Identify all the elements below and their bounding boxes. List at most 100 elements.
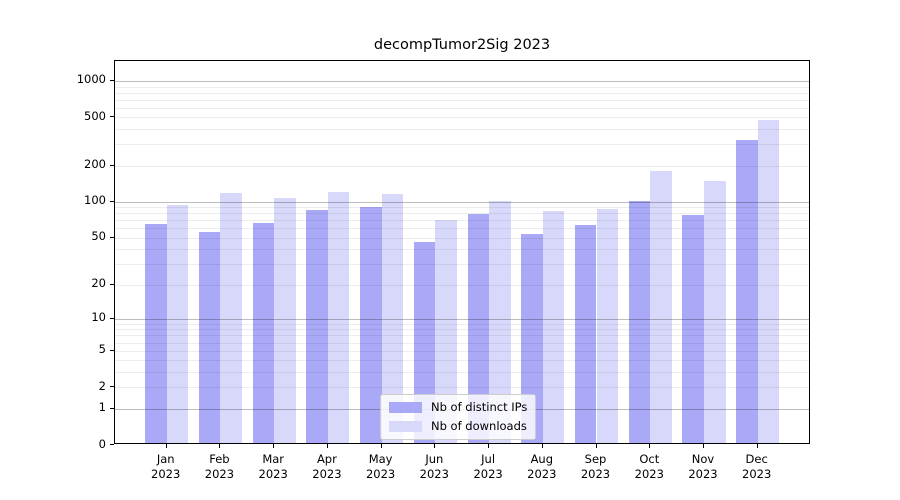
bar-distinct-ips-jan xyxy=(145,224,167,443)
x-tick-mark xyxy=(273,444,275,448)
legend: Nb of distinct IPs Nb of downloads xyxy=(380,394,537,440)
x-tick-label: Jan 2023 xyxy=(151,452,181,481)
y-tick-mark xyxy=(110,386,114,388)
y-tick-label: 5 xyxy=(98,342,106,357)
gridline-minor xyxy=(115,284,809,286)
x-tick-mark xyxy=(488,444,490,448)
gridline-minor xyxy=(115,249,809,251)
y-tick-label: 500 xyxy=(84,108,106,123)
gridline-minor xyxy=(115,350,809,352)
x-tick-mark xyxy=(703,444,704,448)
x-tick-label: Mar 2023 xyxy=(258,452,288,481)
y-tick-label: 1 xyxy=(98,400,106,414)
bar-downloads-sep xyxy=(596,208,619,443)
gridline-major xyxy=(115,201,809,203)
x-tick-label: Aug 2023 xyxy=(527,452,557,481)
gridline-major xyxy=(115,318,809,320)
bar-distinct-ips-oct xyxy=(628,201,651,443)
x-tick-mark xyxy=(756,444,758,448)
y-tick-label: 200 xyxy=(84,157,106,171)
x-tick-label: Sep 2023 xyxy=(580,452,611,481)
y-tick-mark xyxy=(110,200,114,202)
gridline-minor xyxy=(115,107,809,109)
bar-downloads-mar xyxy=(274,198,296,443)
x-tick-mark xyxy=(165,444,167,448)
bar-downloads-nov xyxy=(704,181,726,443)
gridline-minor xyxy=(115,92,809,94)
x-tick-label: Oct 2023 xyxy=(634,452,664,481)
gridline-minor xyxy=(115,117,809,119)
bar-distinct-ips-nov xyxy=(682,214,704,443)
chart-title: decompTumor2Sig 2023 xyxy=(373,37,551,53)
y-tick-label: 1000 xyxy=(76,72,106,87)
y-tick-mark xyxy=(110,283,114,285)
gridline-minor xyxy=(115,371,809,373)
x-tick-label: Apr 2023 xyxy=(312,452,342,481)
x-tick-mark xyxy=(541,444,543,448)
x-tick-mark xyxy=(326,444,328,448)
legend-item-downloads: Nb of downloads xyxy=(389,420,527,433)
bar-distinct-ips-apr xyxy=(306,210,328,443)
bar-downloads-jun xyxy=(435,220,457,443)
x-tick-mark xyxy=(219,444,221,448)
gridline-minor xyxy=(115,360,809,362)
y-tick-mark xyxy=(110,236,114,238)
gridline-major xyxy=(115,80,809,82)
x-tick-mark xyxy=(595,444,597,448)
bar-downloads-may xyxy=(381,194,404,443)
bar-distinct-ips-jul xyxy=(467,214,490,443)
bar-downloads-apr xyxy=(327,192,350,443)
bar-distinct-ips-may xyxy=(360,207,382,443)
y-tick-mark xyxy=(110,349,114,351)
bar-distinct-ips-sep xyxy=(574,225,597,443)
x-tick-label: May 2023 xyxy=(365,452,396,481)
gridline-minor xyxy=(115,144,809,146)
gridline-minor xyxy=(115,228,809,230)
gridline-minor xyxy=(115,129,809,131)
gridline-minor xyxy=(115,237,809,239)
gridline-minor xyxy=(115,99,809,101)
x-tick-label: Jun 2023 xyxy=(419,452,449,481)
x-tick-label: Feb 2023 xyxy=(204,452,235,481)
bar-downloads-aug xyxy=(542,210,565,443)
y-tick-label: 2 xyxy=(98,378,106,393)
bar-downloads-jan xyxy=(166,205,189,443)
legend-label-distinct-ips: Nb of distinct IPs xyxy=(431,400,528,414)
bar-downloads-jul xyxy=(489,200,511,443)
gridline-minor xyxy=(115,207,809,209)
gridline-minor xyxy=(115,213,809,215)
y-tick-mark xyxy=(110,116,114,118)
x-tick-mark xyxy=(434,444,436,448)
legend-item-distinct-ips: Nb of distinct IPs xyxy=(389,401,527,414)
gridline-minor xyxy=(115,220,809,222)
bar-distinct-ips-mar xyxy=(252,223,275,443)
gridline-minor xyxy=(115,335,809,337)
y-tick-mark xyxy=(110,317,114,319)
bar-downloads-dec xyxy=(757,119,780,443)
gridline-minor xyxy=(115,387,809,389)
gridline-minor xyxy=(115,323,809,325)
gridline-minor xyxy=(115,329,809,331)
grid-layer xyxy=(115,61,809,443)
plot-area xyxy=(114,60,810,444)
y-tick-mark xyxy=(110,164,114,166)
legend-swatch-downloads xyxy=(389,421,422,432)
y-tick-label: 100 xyxy=(84,193,106,208)
bars-layer xyxy=(115,61,809,443)
gridline-minor xyxy=(115,86,809,88)
y-tick-mark xyxy=(110,407,114,409)
x-tick-label: Jul 2023 xyxy=(473,452,503,481)
y-tick-label: 20 xyxy=(91,276,106,291)
y-tick-mark xyxy=(110,444,114,445)
bar-distinct-ips-dec xyxy=(736,140,758,443)
bar-downloads-oct xyxy=(650,171,672,443)
gridline-minor xyxy=(115,264,809,265)
bar-distinct-ips-feb xyxy=(198,231,221,443)
y-tick-mark xyxy=(110,79,114,81)
bar-distinct-ips-aug xyxy=(521,233,543,443)
y-tick-label: 0 xyxy=(98,436,106,451)
y-tick-label: 50 xyxy=(91,229,106,244)
gridline-minor xyxy=(115,342,809,344)
x-tick-label: Dec 2023 xyxy=(742,452,772,481)
